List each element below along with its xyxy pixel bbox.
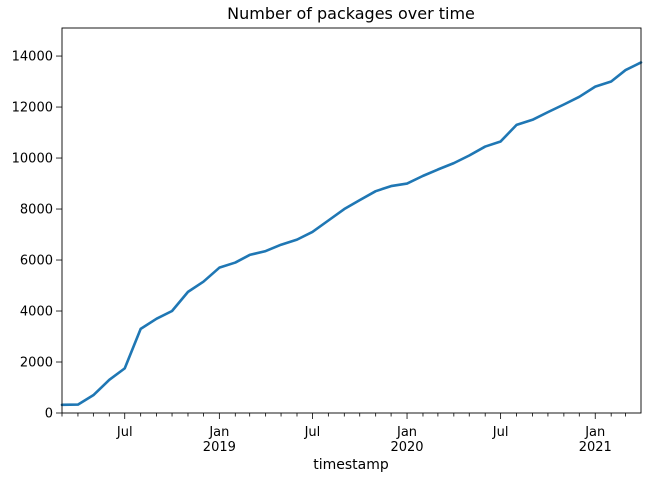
y-tick-label: 2000: [20, 356, 53, 371]
x-tick-label: Jul: [304, 425, 321, 440]
x-tick-label: Jul: [116, 425, 133, 440]
axes-frame: [61, 27, 642, 414]
x-tick-year-label: 2020: [390, 440, 423, 455]
x-tick-label: Jul: [492, 425, 509, 440]
y-tick-label: 4000: [20, 305, 53, 320]
series-line: [60, 61, 643, 407]
x-tick-label: Jan: [396, 425, 417, 440]
y-tick-label: 12000: [12, 101, 53, 116]
y-tick-label: 6000: [20, 254, 53, 269]
y-tick-label: 10000: [12, 152, 53, 167]
chart-title: Number of packages over time: [227, 4, 475, 23]
x-tick-label: Jan: [584, 425, 605, 440]
x-tick-label: Jan: [208, 425, 229, 440]
y-tick-label: 14000: [12, 50, 53, 65]
x-axis-label: timestamp: [313, 457, 389, 473]
y-tick-label: 0: [45, 407, 53, 422]
x-tick-year-label: 2021: [579, 440, 612, 455]
y-tick-label: 8000: [20, 203, 53, 218]
x-tick-year-label: 2019: [203, 440, 236, 455]
